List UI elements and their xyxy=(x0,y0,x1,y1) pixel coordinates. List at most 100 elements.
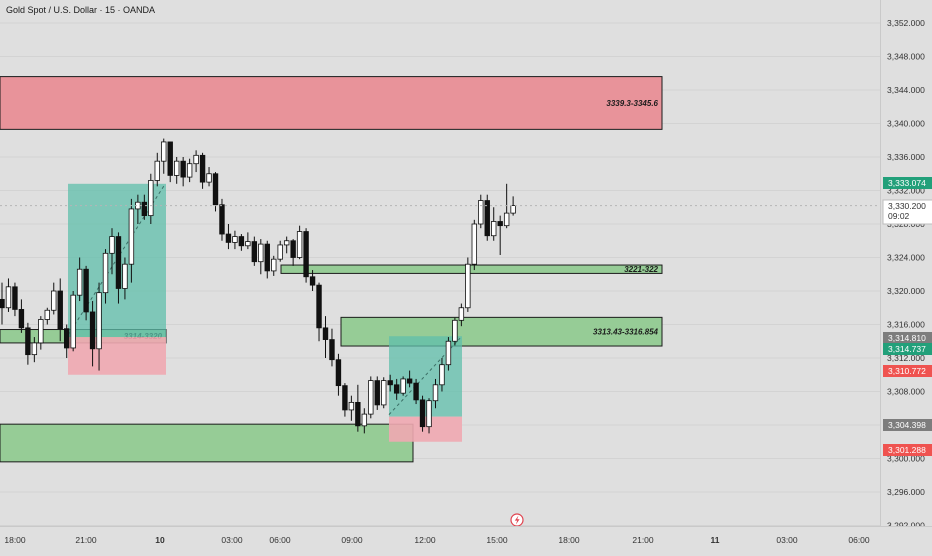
candle[interactable] xyxy=(283,236,290,254)
candle[interactable] xyxy=(445,337,452,371)
candle[interactable] xyxy=(348,395,355,421)
candle[interactable] xyxy=(393,378,400,400)
time-tick-label: 03:00 xyxy=(221,535,243,545)
candle[interactable] xyxy=(83,265,89,321)
candle[interactable] xyxy=(406,370,413,388)
candle[interactable] xyxy=(303,228,309,283)
candle[interactable] xyxy=(64,324,70,359)
candle[interactable] xyxy=(290,239,296,266)
lightning-alert-icon[interactable] xyxy=(510,513,524,526)
candle[interactable] xyxy=(31,337,38,363)
candle[interactable] xyxy=(426,398,432,434)
candle[interactable] xyxy=(96,282,102,371)
position-loss-zone[interactable] xyxy=(68,337,166,375)
time-axis[interactable]: 18:00 21:00 10 03:00 06:00 09:00 12:00 15:00 18:… xyxy=(0,526,932,551)
candle[interactable] xyxy=(128,198,135,283)
candle-body xyxy=(413,382,419,401)
candle[interactable] xyxy=(361,408,368,434)
candle[interactable] xyxy=(400,376,406,396)
candle[interactable] xyxy=(115,232,122,304)
candle[interactable] xyxy=(0,282,5,325)
candle-body xyxy=(154,160,160,181)
zone-box[interactable] xyxy=(0,423,414,463)
zones: 3339.3-3345.63221-3223313.43-3316.854331… xyxy=(0,76,663,463)
candle[interactable] xyxy=(180,157,186,187)
candle[interactable] xyxy=(316,282,322,342)
candle[interactable] xyxy=(458,303,465,327)
candle[interactable] xyxy=(225,224,232,250)
candle[interactable] xyxy=(102,249,109,304)
candle[interactable] xyxy=(497,215,503,255)
candle-body xyxy=(57,290,63,330)
candle[interactable] xyxy=(478,194,484,229)
candle[interactable] xyxy=(70,291,76,352)
candle[interactable] xyxy=(38,316,44,350)
candle[interactable] xyxy=(173,157,180,184)
candle[interactable] xyxy=(413,378,419,405)
candle[interactable] xyxy=(309,270,316,291)
candle[interactable] xyxy=(368,376,374,419)
candle[interactable] xyxy=(452,317,458,346)
candle[interactable] xyxy=(374,376,380,410)
candle[interactable] xyxy=(122,257,128,300)
candle[interactable] xyxy=(419,395,426,432)
position-loss-zone[interactable] xyxy=(389,416,462,442)
candle[interactable] xyxy=(510,196,516,216)
candle[interactable] xyxy=(154,152,160,187)
price-tick-label: 3,336.000 xyxy=(887,152,925,162)
candle[interactable] xyxy=(471,219,478,271)
candle[interactable] xyxy=(206,167,212,187)
candle[interactable] xyxy=(5,278,12,312)
price-chart-pane[interactable]: 3339.3-3345.63221-3223313.43-3316.854331… xyxy=(0,0,880,526)
candle[interactable] xyxy=(439,358,445,392)
candle[interactable] xyxy=(264,240,270,279)
candle[interactable] xyxy=(57,278,63,342)
candle[interactable] xyxy=(296,225,303,260)
candle[interactable] xyxy=(232,230,238,250)
candle[interactable] xyxy=(484,194,490,241)
candle[interactable] xyxy=(18,299,25,333)
candle[interactable] xyxy=(245,232,251,250)
candle[interactable] xyxy=(141,194,148,220)
candle[interactable] xyxy=(186,158,193,183)
candle[interactable] xyxy=(251,236,258,266)
candle[interactable] xyxy=(322,316,329,358)
candle[interactable] xyxy=(271,255,277,276)
price-tag-label: 3,301.288 xyxy=(888,445,926,455)
candle[interactable] xyxy=(89,301,96,367)
candle[interactable] xyxy=(44,307,50,325)
chart-canvas[interactable]: 3339.3-3345.63221-3223313.43-3316.854331… xyxy=(0,0,880,526)
price-tick-label: 3,348.000 xyxy=(887,52,925,62)
candle-body xyxy=(186,163,193,178)
countdown-label: 09:02 xyxy=(888,211,910,221)
zone-box[interactable] xyxy=(0,76,663,130)
candle[interactable] xyxy=(335,353,342,396)
candle[interactable] xyxy=(432,378,439,409)
price-tick-label: 3,296.000 xyxy=(887,487,925,497)
candle[interactable] xyxy=(387,374,393,392)
candle[interactable] xyxy=(355,384,361,432)
candle[interactable] xyxy=(465,257,471,312)
candle[interactable] xyxy=(12,282,18,317)
candle[interactable] xyxy=(491,207,497,241)
candle[interactable] xyxy=(258,239,264,275)
symbol-title[interactable]: Gold Spot / U.S. Dollar · 15 · OANDA xyxy=(6,5,156,15)
candle[interactable] xyxy=(109,228,115,275)
candle[interactable] xyxy=(199,152,206,189)
candle[interactable] xyxy=(161,138,167,174)
zone-box[interactable] xyxy=(280,264,663,274)
candle[interactable] xyxy=(51,282,57,315)
candle[interactable] xyxy=(193,150,199,173)
candle[interactable] xyxy=(167,141,173,183)
candle[interactable] xyxy=(212,172,219,212)
candle[interactable] xyxy=(381,377,387,409)
candle[interactable] xyxy=(148,173,154,224)
candle[interactable] xyxy=(76,257,83,302)
candle[interactable] xyxy=(238,234,245,251)
candle[interactable] xyxy=(277,240,283,262)
price-axis[interactable]: 3,352.000 3,348.000 3,344.000 3,340.000 3,33… xyxy=(880,0,932,531)
candle[interactable] xyxy=(329,328,335,367)
candle[interactable] xyxy=(25,322,31,365)
candle[interactable] xyxy=(342,383,348,417)
